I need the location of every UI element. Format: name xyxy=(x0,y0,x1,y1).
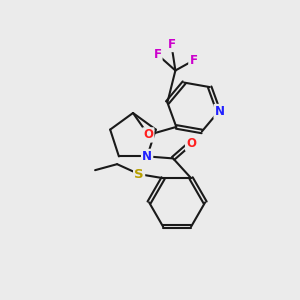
Text: N: N xyxy=(214,105,225,118)
Text: O: O xyxy=(186,137,196,150)
Text: S: S xyxy=(134,168,144,181)
Text: N: N xyxy=(142,150,152,163)
Text: F: F xyxy=(167,38,175,51)
Text: F: F xyxy=(153,48,161,61)
Text: F: F xyxy=(189,54,197,67)
Text: O: O xyxy=(143,128,153,141)
